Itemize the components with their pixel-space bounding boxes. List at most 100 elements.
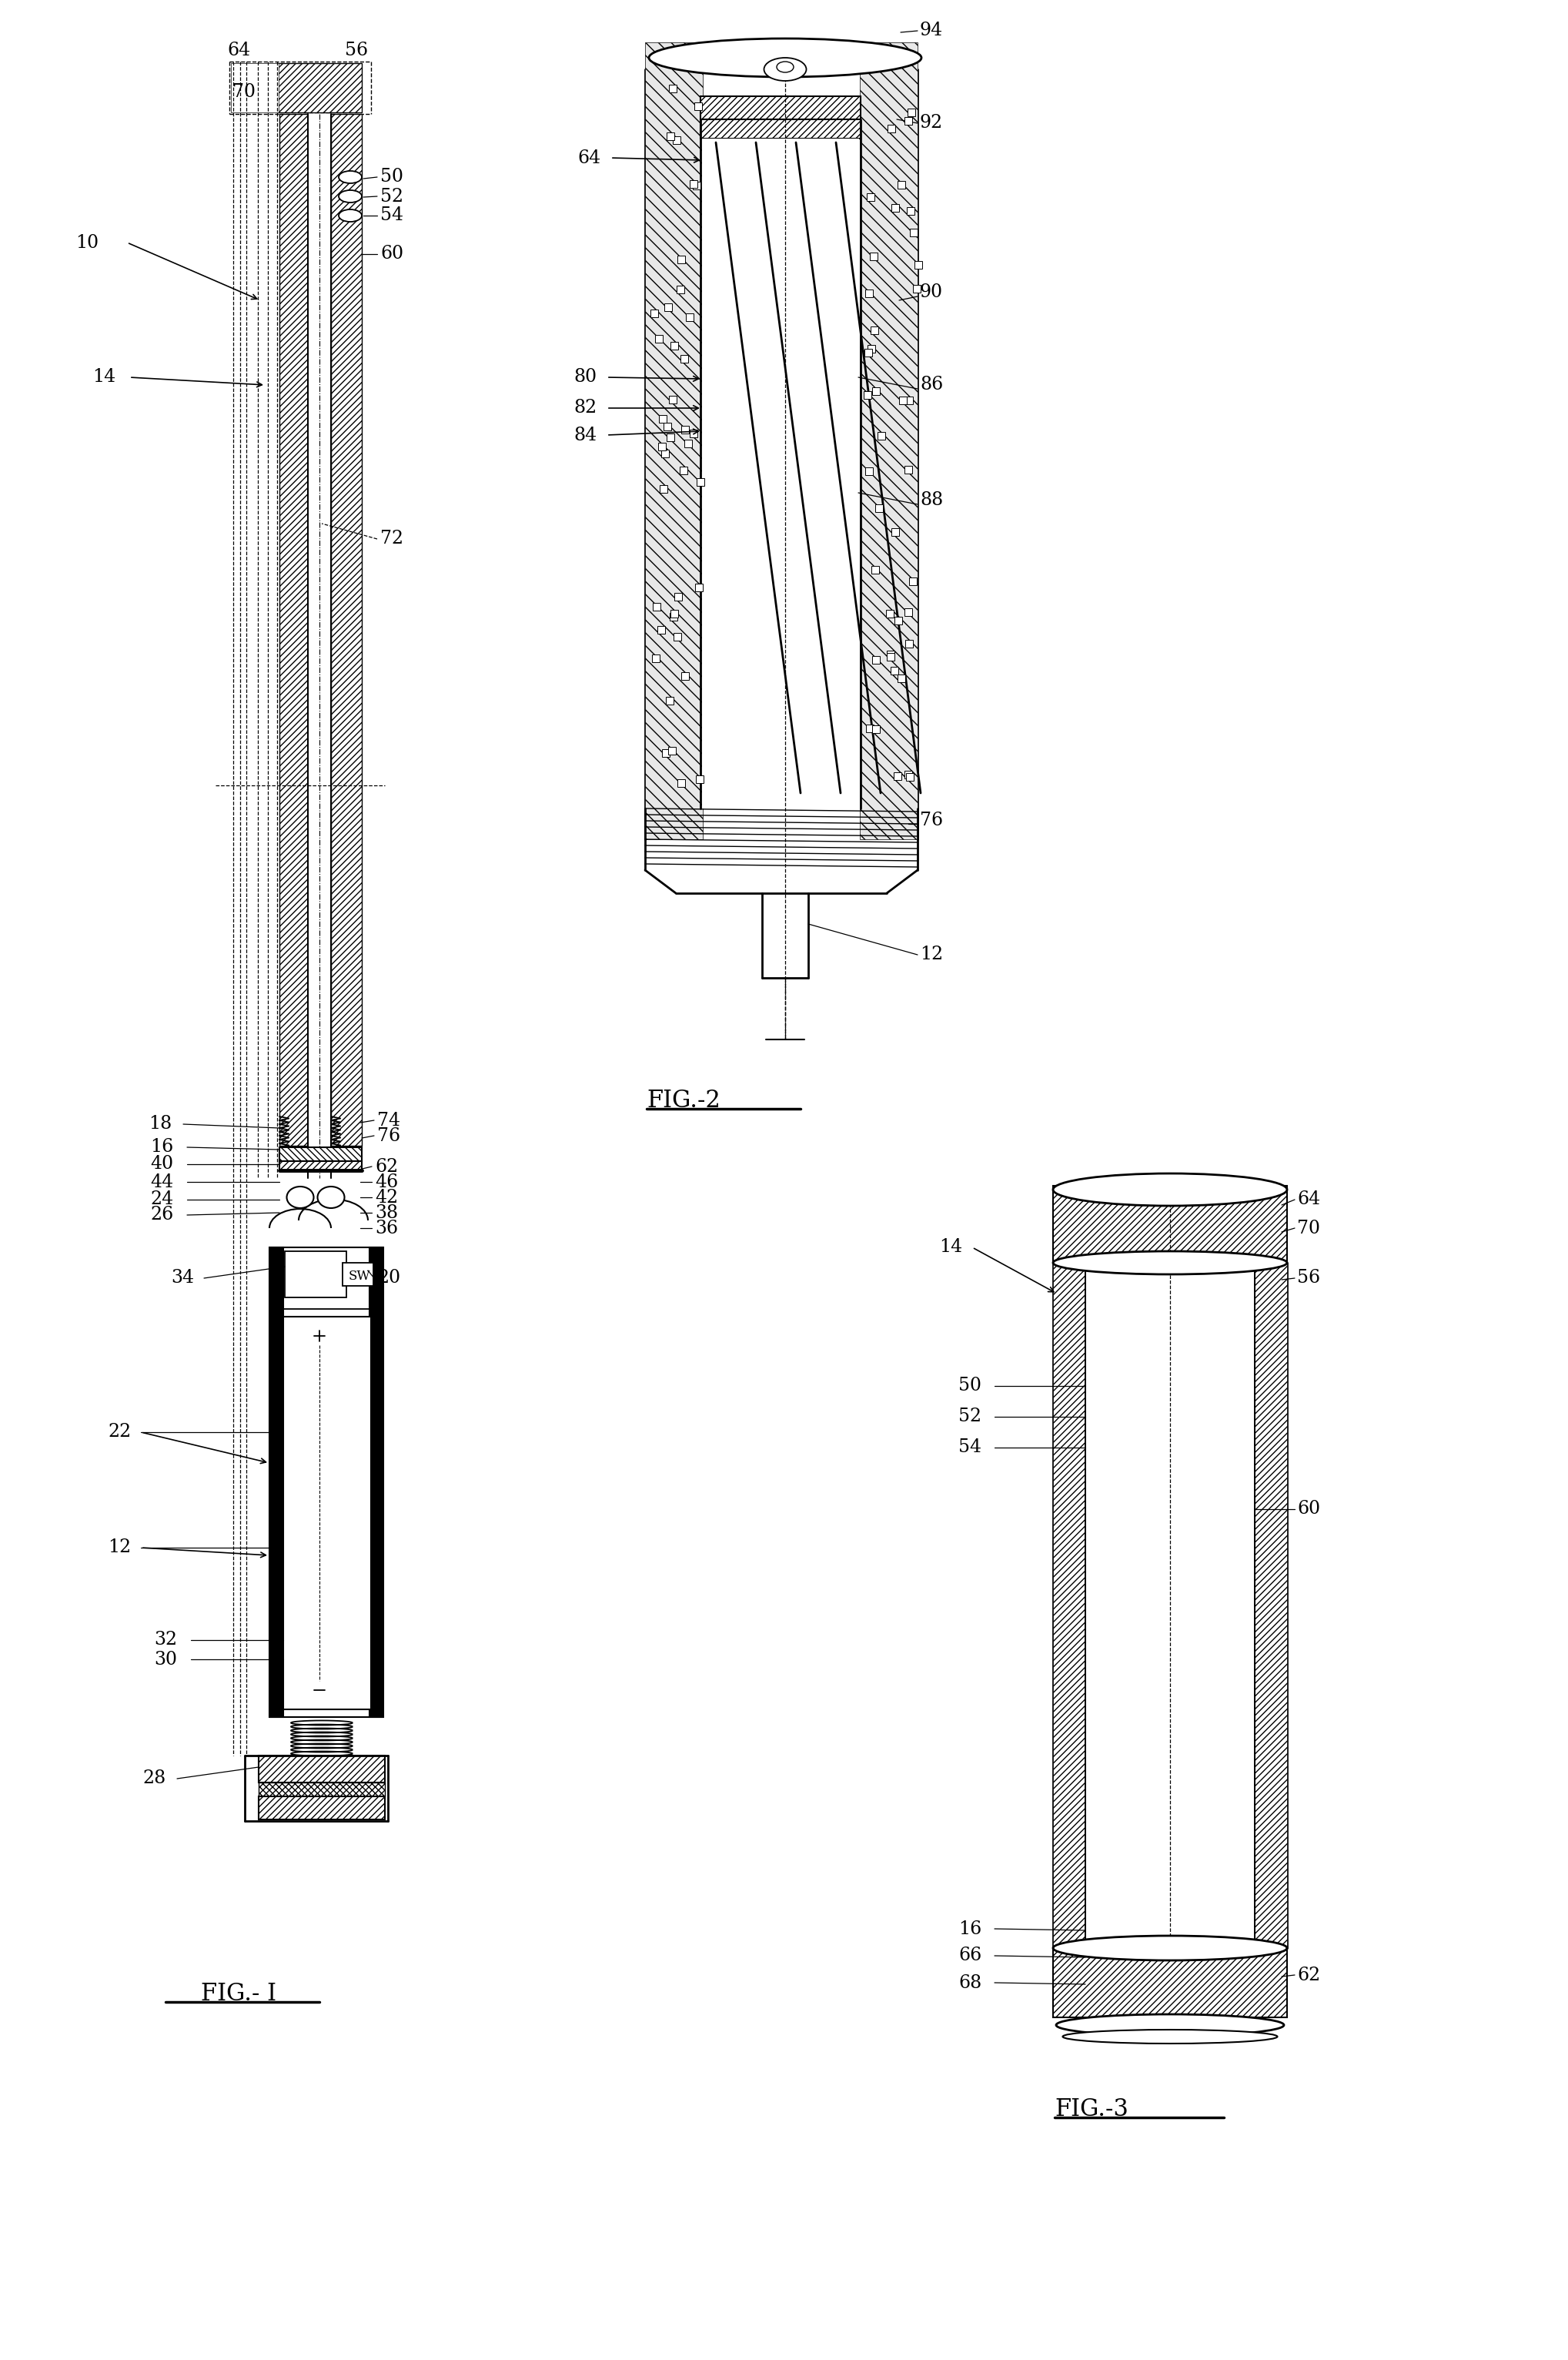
Ellipse shape [1054, 1173, 1287, 1206]
Text: 12: 12 [108, 1539, 132, 1558]
Bar [878, 432, 886, 439]
Text: 54: 54 [958, 1440, 982, 1456]
Bar [259, 1756, 384, 1782]
Bar [913, 286, 920, 293]
Bar [696, 774, 704, 784]
Bar [894, 616, 902, 625]
Bar [887, 654, 895, 661]
Text: 90: 90 [920, 283, 942, 302]
Bar [886, 609, 894, 618]
Bar [677, 255, 685, 264]
Bar [279, 113, 307, 1145]
Bar [278, 64, 362, 113]
Ellipse shape [1057, 2015, 1284, 2037]
Bar [663, 422, 671, 430]
Bar [894, 772, 902, 779]
Bar [279, 1147, 362, 1161]
Text: 66: 66 [958, 1947, 982, 1964]
Ellipse shape [1054, 1935, 1287, 1961]
Bar [906, 208, 914, 215]
Bar [905, 640, 913, 649]
Bar [652, 654, 660, 663]
Bar [674, 632, 682, 640]
Bar [897, 182, 905, 189]
Bar [690, 430, 698, 437]
Text: 42: 42 [375, 1189, 398, 1206]
Bar [674, 592, 682, 602]
Text: 14: 14 [93, 368, 116, 387]
Bar [909, 578, 916, 585]
Text: 46: 46 [375, 1173, 398, 1192]
Bar [668, 85, 676, 92]
Text: FIG.-2: FIG.-2 [646, 1090, 720, 1114]
Bar [891, 668, 898, 675]
Text: 44: 44 [151, 1173, 174, 1192]
Text: 70: 70 [232, 83, 256, 101]
Text: 28: 28 [143, 1770, 166, 1787]
Bar [892, 205, 900, 212]
Text: FIG.-3: FIG.-3 [1055, 2098, 1129, 2122]
Bar [909, 229, 917, 236]
Text: 30: 30 [154, 1650, 177, 1669]
Bar [666, 132, 674, 139]
Ellipse shape [287, 1187, 314, 1208]
Bar [644, 42, 702, 840]
Text: 18: 18 [149, 1116, 172, 1133]
Bar [666, 434, 674, 441]
Bar [1054, 1263, 1085, 1947]
Bar [905, 465, 913, 474]
Text: 86: 86 [920, 375, 942, 394]
Bar [891, 529, 898, 536]
Text: SW: SW [348, 1270, 370, 1284]
Bar [1087, 1263, 1254, 1947]
Text: 26: 26 [151, 1206, 174, 1225]
Bar [681, 354, 688, 363]
Bar [668, 748, 676, 755]
Text: 52: 52 [381, 186, 403, 205]
Text: 56: 56 [1297, 1270, 1320, 1286]
Ellipse shape [318, 1187, 345, 1208]
Bar [309, 113, 331, 1145]
Bar [914, 260, 922, 269]
Bar [701, 120, 861, 139]
Bar [887, 125, 895, 132]
Bar [681, 427, 688, 434]
Ellipse shape [339, 170, 362, 184]
Bar [866, 467, 872, 474]
Bar [671, 342, 677, 349]
Bar [659, 415, 666, 422]
Text: 40: 40 [151, 1156, 174, 1173]
Bar [676, 286, 684, 293]
Bar [673, 137, 681, 144]
Text: 22: 22 [108, 1423, 132, 1442]
Bar [671, 611, 679, 618]
Bar [866, 725, 873, 732]
Text: 36: 36 [375, 1220, 398, 1237]
Bar [270, 1248, 284, 1718]
Bar [906, 772, 914, 781]
Text: 60: 60 [1297, 1501, 1320, 1517]
Text: 92: 92 [920, 113, 942, 132]
Bar [259, 1796, 384, 1820]
Text: 32: 32 [154, 1631, 177, 1650]
Bar [696, 477, 704, 486]
Bar [695, 583, 702, 590]
Text: 80: 80 [574, 368, 597, 387]
Bar [660, 486, 666, 493]
Bar [677, 779, 685, 786]
Text: FIG.- I: FIG.- I [201, 1982, 276, 2006]
Text: 54: 54 [381, 208, 403, 224]
Bar [342, 1263, 373, 1286]
Bar [370, 1248, 383, 1718]
Bar [666, 696, 674, 706]
Bar [872, 656, 880, 663]
Bar [702, 139, 859, 809]
Text: 52: 52 [958, 1409, 982, 1425]
Text: 60: 60 [381, 245, 403, 262]
Text: 68: 68 [958, 1973, 982, 1992]
Bar [652, 602, 660, 611]
Bar [657, 625, 665, 635]
Text: 70: 70 [1297, 1220, 1320, 1237]
Text: 24: 24 [151, 1192, 174, 1208]
Text: 64: 64 [577, 149, 601, 168]
